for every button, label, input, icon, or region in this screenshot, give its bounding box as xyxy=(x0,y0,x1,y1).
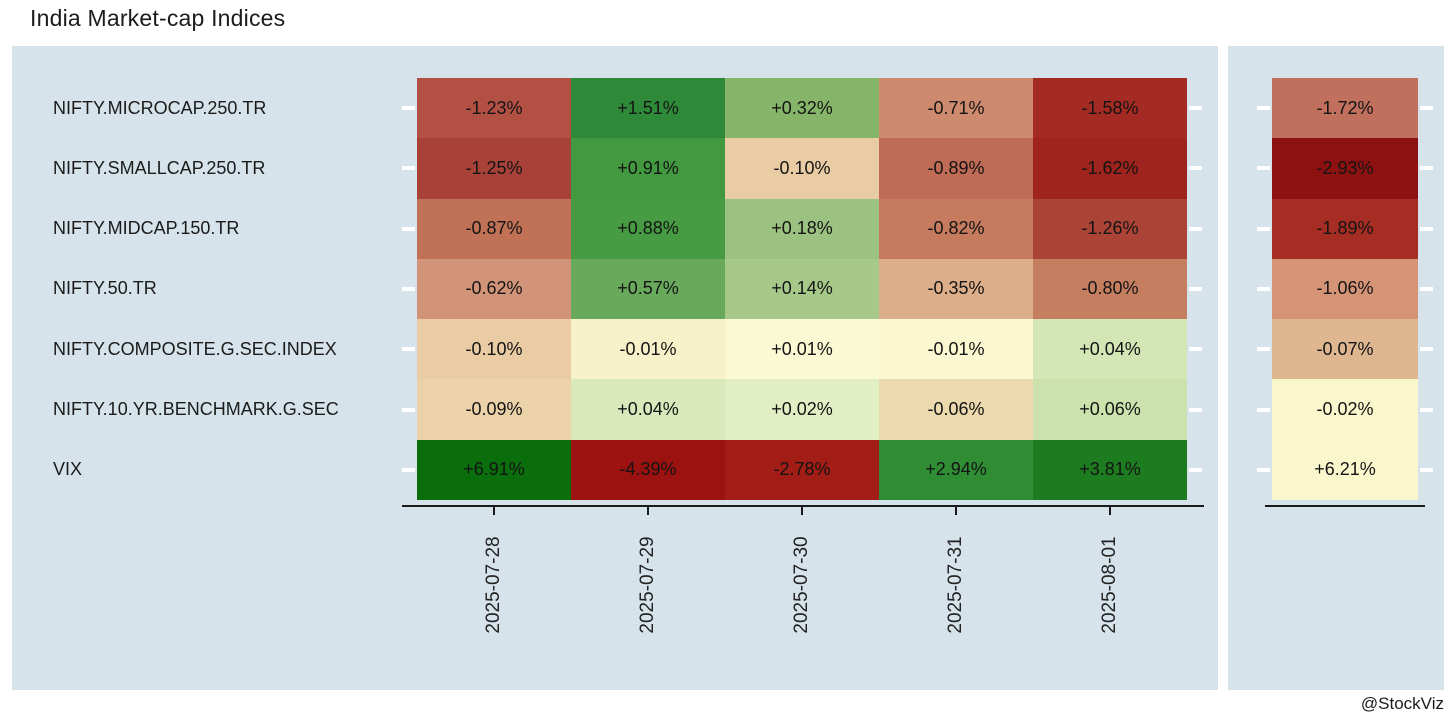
row-tick-mark xyxy=(1420,467,1433,472)
row-tick-mark xyxy=(402,407,415,412)
row-tick-mark xyxy=(1257,226,1270,231)
summary-cell: -1.72% xyxy=(1272,78,1418,139)
row-tick-mark xyxy=(1257,407,1270,412)
heatmap-cell: +0.57% xyxy=(571,258,725,320)
heatmap-cell: -0.01% xyxy=(879,319,1033,380)
heatmap-cell: -2.78% xyxy=(725,439,879,500)
x-axis-date-label: 2025-07-28 xyxy=(483,536,504,634)
heatmap-cell: +0.14% xyxy=(725,258,879,320)
x-axis-tick-mark xyxy=(493,507,495,515)
heatmap-cell: -1.23% xyxy=(417,78,571,139)
heatmap-cell: -1.25% xyxy=(417,138,571,199)
row-tick-mark xyxy=(402,467,415,472)
heatmap-cell: -0.01% xyxy=(571,319,725,380)
heatmap-cell: -0.35% xyxy=(879,258,1033,320)
heatmap-cell: -1.26% xyxy=(1033,198,1187,259)
x-axis-tick-mark xyxy=(801,507,803,515)
heatmap-cell: +3.81% xyxy=(1033,439,1187,500)
heatmap-cell: -0.10% xyxy=(725,138,879,199)
row-label: NIFTY.SMALLCAP.250.TR xyxy=(53,157,266,178)
summary-cell: -0.02% xyxy=(1272,379,1418,440)
row-tick-mark xyxy=(1189,347,1202,352)
heatmap-cell: +0.04% xyxy=(1033,319,1187,380)
heatmap-cell: +0.88% xyxy=(571,198,725,259)
heatmap-cell: +0.04% xyxy=(571,379,725,440)
summary-cell: -1.89% xyxy=(1272,198,1418,259)
heatmap-cell: -0.10% xyxy=(417,319,571,380)
row-tick-mark xyxy=(402,166,415,171)
row-tick-mark xyxy=(1189,287,1202,291)
row-tick-mark xyxy=(1257,166,1270,171)
row-tick-mark xyxy=(402,347,415,352)
row-tick-mark xyxy=(1257,287,1270,291)
heatmap-cell: +2.94% xyxy=(879,439,1033,500)
credit-watermark: @StockViz xyxy=(1360,694,1444,713)
heatmap-grid: -1.23% +1.51% +0.32% -0.71% -1.58% -1.25% +0.9… xyxy=(417,78,1187,500)
heatmap-cell: +1.51% xyxy=(571,78,725,139)
row-tick-mark xyxy=(1189,226,1202,231)
heatmap-cell: +0.02% xyxy=(725,379,879,440)
row-tick-mark xyxy=(1420,407,1433,412)
row-tick-mark xyxy=(1420,226,1433,231)
x-axis-date-label: 2025-07-31 xyxy=(945,536,966,634)
heatmap-cell: -0.82% xyxy=(879,198,1033,259)
x-axis-date-label: 2025-07-30 xyxy=(791,536,812,634)
heatmap-cell: -0.62% xyxy=(417,258,571,320)
x-axis-tick-mark xyxy=(1109,507,1111,515)
x-axis-tick-mark xyxy=(647,507,649,515)
page-title: India Market-cap Indices xyxy=(30,5,286,31)
summary-cell: -0.07% xyxy=(1272,319,1418,380)
x-axis-date-label: 2025-07-29 xyxy=(637,536,658,634)
heatmap-cell: -1.62% xyxy=(1033,138,1187,199)
heatmap-cell: +0.06% xyxy=(1033,379,1187,440)
heatmap-cell: -0.80% xyxy=(1033,258,1187,320)
summary-cell: -1.06% xyxy=(1272,258,1418,320)
heatmap-cell: +0.32% xyxy=(725,78,879,139)
heatmap-cell: -0.09% xyxy=(417,379,571,440)
row-tick-mark xyxy=(402,106,415,111)
summary-x-axis-line xyxy=(1265,505,1425,507)
heatmap-cell: -4.39% xyxy=(571,439,725,500)
row-tick-mark xyxy=(1189,166,1202,171)
heatmap-cell: +6.91% xyxy=(417,439,571,500)
heatmap-cell: -0.87% xyxy=(417,198,571,259)
row-label: NIFTY.MIDCAP.150.TR xyxy=(53,218,240,239)
row-tick-mark xyxy=(402,287,415,291)
row-tick-mark xyxy=(1420,347,1433,352)
row-label: NIFTY.COMPOSITE.G.SEC.INDEX xyxy=(53,338,337,359)
row-tick-mark xyxy=(1420,166,1433,171)
heatmap-cell: +0.18% xyxy=(725,198,879,259)
row-label: VIX xyxy=(53,459,83,480)
row-tick-mark xyxy=(1189,467,1202,472)
row-tick-mark xyxy=(1257,347,1270,352)
heatmap-cell: -0.71% xyxy=(879,78,1033,139)
row-tick-mark xyxy=(1257,106,1270,111)
main-x-axis-line xyxy=(402,505,1204,507)
row-label: NIFTY.MICROCAP.250.TR xyxy=(53,97,267,118)
row-label: NIFTY.10.YR.BENCHMARK.G.SEC xyxy=(53,399,339,420)
row-tick-mark xyxy=(1257,467,1270,472)
summary-cell: +6.21% xyxy=(1272,439,1418,500)
heatmap-cell: +0.91% xyxy=(571,138,725,199)
summary-column-grid: -1.72% -2.93% -1.89% -1.06% -0.07% -0.02% +6.2… xyxy=(1272,78,1418,500)
x-axis-date-label: 2025-08-01 xyxy=(1099,536,1120,634)
heatmap-cell: -0.89% xyxy=(879,138,1033,199)
heatmap-cell: -0.06% xyxy=(879,379,1033,440)
row-tick-mark xyxy=(1189,106,1202,111)
row-label: NIFTY.50.TR xyxy=(53,278,157,299)
row-tick-mark xyxy=(1420,106,1433,111)
summary-cell: -2.93% xyxy=(1272,138,1418,199)
row-tick-mark xyxy=(1189,407,1202,412)
row-tick-mark xyxy=(1420,287,1433,291)
heatmap-cell: +0.01% xyxy=(725,319,879,380)
heatmap-cell: -1.58% xyxy=(1033,78,1187,139)
x-axis-tick-mark xyxy=(955,507,957,515)
row-tick-mark xyxy=(402,226,415,231)
